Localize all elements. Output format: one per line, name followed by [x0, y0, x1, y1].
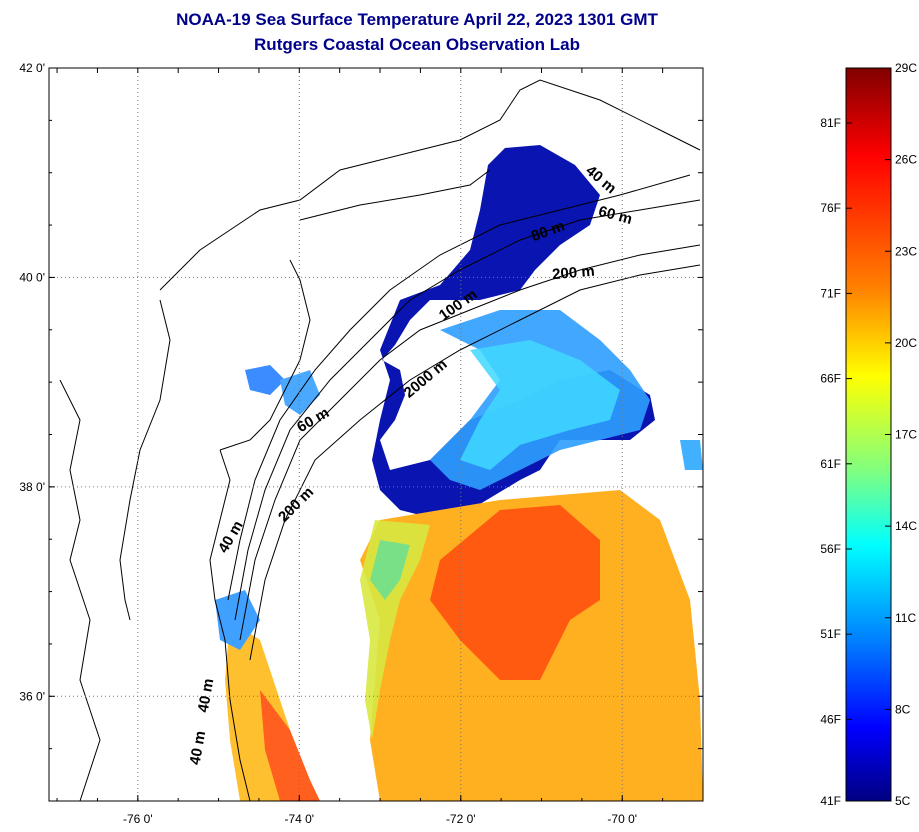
colorbar-celsius-label: 17C: [895, 428, 917, 442]
colorbar-labels: 29C 26C 23C 20C 17C 14C 11C 8C 5C 81F 76F 71F 66F 61F…: [820, 61, 917, 808]
colorbar-celsius-label: 23C: [895, 244, 917, 258]
isobath-label: 40 m: [195, 677, 218, 714]
coastline-long-island: [299, 169, 491, 221]
colorbar-celsius-label: 5C: [895, 794, 911, 808]
isobath-shelf-4: [227, 174, 691, 601]
isobath-label: 40 m: [187, 730, 210, 767]
colorbar-celsius-label: 11C: [895, 611, 916, 625]
colorbar-fahrenheit-label: 51F: [820, 627, 841, 641]
isobath-label: 40 m: [215, 518, 247, 556]
coastline-nj: [219, 259, 311, 451]
sst-green-patch: [370, 540, 410, 600]
colorbar-fahrenheit-label: 76F: [820, 201, 841, 215]
lon-tick-label: -74 0': [284, 812, 314, 826]
sst-eastern-patch: [680, 440, 703, 470]
colorbar-celsius-label: 14C: [895, 519, 917, 533]
sst-coastal-red: [260, 690, 320, 801]
isobath-shelf-2: [249, 264, 701, 661]
lat-tick-label: 36 0': [19, 689, 45, 703]
sst-hot-core: [430, 505, 600, 680]
colorbar-celsius-label: 29C: [895, 61, 917, 75]
colorbar-fahrenheit-label: 66F: [820, 372, 841, 386]
map-title: NOAA-19 Sea Surface Temperature April 22…: [176, 10, 658, 29]
coastline-layer: [59, 79, 701, 801]
isobath-label: 60 m: [597, 203, 634, 228]
sst-cyan-band: [460, 340, 620, 470]
isobath-label: 2000 m: [401, 356, 451, 402]
sst-nearshore-blue: [215, 590, 260, 650]
axis-ticks: -76 0' -74 0' -72 0' -70 0' 42 0' 40 0' 38 0' 3…: [19, 61, 703, 826]
coastline-ne: [159, 79, 701, 291]
lon-tick-label: -70 0': [607, 812, 637, 826]
colorbar-fahrenheit-label: 56F: [820, 542, 841, 556]
isobath-label: 200 m: [551, 263, 595, 284]
colorbar: [845, 67, 892, 802]
colorbar-celsius-label: 8C: [895, 702, 911, 716]
colorbar-fahrenheit-label: 81F: [820, 116, 841, 130]
map-subtitle: Rutgers Coastal Ocean Observation Lab: [254, 35, 580, 54]
colorbar-celsius-label: 26C: [895, 153, 917, 167]
isobath-shelf-1: [239, 244, 701, 641]
sst-bay-blue: [245, 365, 285, 395]
colorbar-fahrenheit-label: 46F: [820, 712, 841, 726]
colorbar-fahrenheit-label: 61F: [820, 457, 841, 471]
lat-tick-label: 40 0': [19, 270, 45, 284]
isobath-shelf-3: [234, 199, 701, 621]
lat-tick-label: 38 0': [19, 480, 45, 494]
lon-tick-label: -72 0': [446, 812, 476, 826]
isobath-label: 200 m: [275, 484, 317, 526]
coastline-chesapeake: [119, 299, 171, 621]
sst-bay-blue-2: [280, 370, 320, 415]
sst-data-layer: [215, 145, 703, 801]
colorbar-celsius-label: 20C: [895, 336, 917, 350]
colorbar-fahrenheit-label: 71F: [820, 286, 841, 300]
coastline-inland-va: [59, 379, 101, 801]
lon-tick-label: -76 0': [123, 812, 153, 826]
coastline-delmarva: [209, 449, 251, 801]
lat-tick-label: 42 0': [19, 61, 45, 75]
colorbar-fahrenheit-label: 41F: [820, 794, 841, 808]
